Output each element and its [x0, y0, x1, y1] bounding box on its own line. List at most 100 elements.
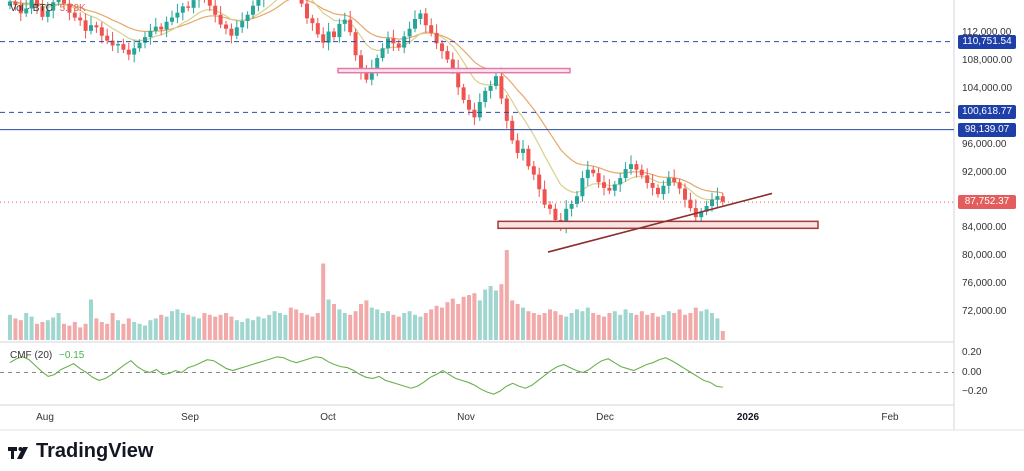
time-tick-label: Nov [457, 412, 475, 423]
candle-body [407, 28, 412, 37]
candle-body [375, 58, 380, 69]
price-tick-label: 92,000.00 [962, 166, 1007, 178]
volume-bar [629, 313, 633, 340]
volume-bar [272, 311, 277, 340]
volume-bar [564, 316, 569, 340]
tradingview-logo-icon [8, 444, 30, 460]
candle-body [72, 12, 77, 18]
volume-bar [445, 302, 450, 340]
candle-body [105, 35, 110, 41]
volume-bar [585, 307, 590, 340]
price-marker: 100,618.77 [958, 105, 1016, 120]
cmf-legend-value: −0.15 [59, 350, 85, 361]
volume-bar [504, 250, 509, 340]
candle-body [132, 48, 137, 55]
time-tick-label: 2026 [736, 412, 760, 423]
candle-body [380, 48, 385, 59]
price-tick-label: 104,000.00 [962, 82, 1013, 94]
volume-bar [704, 309, 709, 340]
price-tick-label: 76,000.00 [962, 278, 1007, 290]
volume-bar [40, 322, 45, 340]
price-marker: 87,752.37 [958, 195, 1016, 210]
volume-bar [672, 313, 677, 340]
volume-bar [531, 313, 536, 340]
candle-body [510, 120, 515, 141]
volume-bar [310, 316, 315, 340]
volume-bar [159, 314, 164, 340]
candle-body [143, 37, 147, 43]
volume-bar [175, 309, 180, 340]
brand-footer: TradingView [8, 440, 153, 463]
volume-bar [488, 286, 493, 340]
candle-body [639, 169, 644, 176]
candle-body [67, 3, 72, 13]
cmf-tick-label: 0.00 [962, 366, 982, 378]
candle-body [580, 178, 585, 197]
candle-body [494, 76, 498, 86]
volume-bar [251, 320, 255, 340]
candle-body [629, 164, 633, 170]
candle-body [56, 0, 61, 3]
volume-bar [24, 313, 29, 340]
candle-body [429, 25, 434, 33]
volume-bar [477, 300, 482, 340]
volume-bar [558, 314, 563, 340]
volume-bar [207, 314, 212, 340]
candle-body [153, 26, 158, 31]
volume-bar [369, 307, 374, 340]
price-tick-label: 80,000.00 [962, 250, 1007, 262]
volume-bar [126, 318, 131, 340]
candle-body [569, 203, 574, 209]
volume-bar [45, 320, 50, 340]
volume-bar [288, 307, 293, 340]
volume-bar [429, 309, 434, 340]
volume-bar [137, 323, 142, 340]
candle-body [661, 185, 666, 195]
candle-body [413, 18, 417, 29]
candle-body [175, 12, 180, 18]
candle-body [369, 68, 374, 80]
candle-body [256, 0, 261, 6]
volume-bar [553, 311, 558, 340]
candle-body [159, 26, 164, 30]
volume-bar [423, 313, 428, 340]
volume-bar [164, 316, 169, 340]
volume-bar [56, 313, 61, 340]
volume-bar [467, 295, 471, 340]
volume-bar [72, 322, 77, 340]
volume-bar [148, 320, 153, 340]
candle-body [677, 182, 682, 189]
candle-body [396, 43, 401, 48]
volume-bar [224, 313, 228, 340]
candle-body [40, 6, 45, 17]
volume-bar [186, 314, 191, 340]
candle-body [51, 2, 56, 11]
volume-bar [418, 316, 423, 340]
volume-bar [13, 318, 18, 340]
volume-bar [105, 323, 110, 340]
time-tick-label: Dec [596, 412, 614, 423]
candle-body [310, 18, 315, 24]
volume-bar [720, 331, 725, 340]
volume-bar [234, 320, 239, 340]
volume-bar [596, 314, 601, 340]
candle-body [591, 169, 596, 174]
candle-body [553, 208, 558, 220]
volume-bar [294, 309, 299, 340]
volume-bar [537, 314, 542, 340]
candle-body [137, 42, 142, 49]
volume-bar [83, 323, 88, 340]
candle-body [472, 109, 477, 118]
volume-bar [542, 313, 547, 340]
candle-body [483, 90, 488, 103]
volume-bar [256, 316, 261, 340]
candle-body [24, 8, 29, 14]
volume-bar [315, 313, 320, 340]
volume-bar [623, 309, 628, 340]
candle-body [542, 189, 547, 205]
candle-body [488, 85, 493, 91]
time-tick-label: Sep [181, 412, 199, 423]
candle-body [456, 68, 461, 88]
resistance-zone [337, 67, 571, 74]
